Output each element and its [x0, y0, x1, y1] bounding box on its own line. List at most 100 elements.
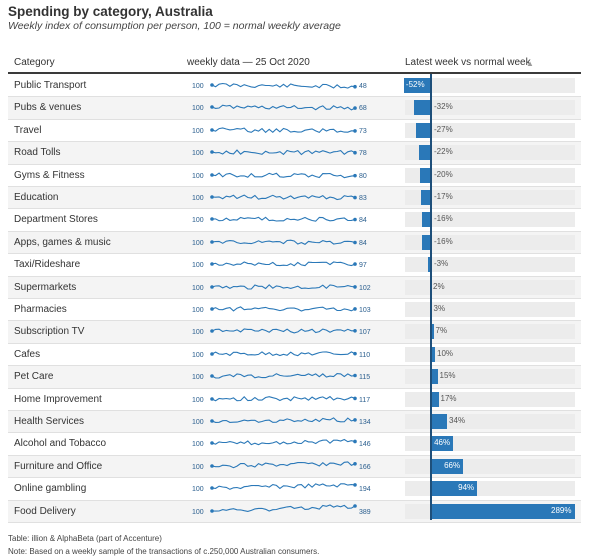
sparkline-start-label: 100	[192, 464, 204, 471]
category-label: Pubs & venues	[14, 102, 82, 114]
table-row[interactable]: Cafes 100 110 10%	[8, 344, 581, 367]
sparkline: 100 78	[192, 149, 367, 157]
sparkline: 100 134	[192, 417, 371, 426]
sparkline-series	[211, 351, 356, 357]
change-bar	[430, 391, 439, 407]
column-header-sparkline[interactable]: weekly data — 25 Oct 2020	[187, 57, 310, 68]
sparkline-start-label: 100	[192, 329, 204, 336]
sparkline-start-label: 100	[192, 150, 204, 157]
sparkline-start-label: 100	[192, 397, 204, 404]
zero-baseline	[430, 74, 432, 520]
sparkline-end-label: 103	[359, 307, 371, 314]
sparkline-series	[211, 127, 356, 133]
sparkline-start-label: 100	[192, 352, 204, 359]
column-header-category[interactable]: Category	[14, 57, 55, 68]
change-bar	[421, 234, 430, 250]
header-divider	[8, 72, 581, 74]
bar-track: 289%	[405, 503, 575, 519]
sparkline-end-point	[353, 128, 357, 133]
sparkline-start-point	[210, 486, 214, 490]
sparkline-start-point	[210, 150, 214, 154]
table-row[interactable]: Department Stores 100 84 -16%	[8, 209, 581, 232]
category-label: Health Services	[14, 416, 85, 427]
change-label: 15%	[439, 371, 456, 381]
table-row[interactable]: Gyms & Fitness 100 80 -20%	[8, 165, 581, 187]
table-row[interactable]: Online gambling 100 194 94%	[8, 478, 581, 501]
sparkline-start-label: 100	[192, 128, 204, 135]
bar-track: 10%	[405, 346, 575, 362]
category-label: Pet Care	[14, 371, 54, 383]
table-row[interactable]: Pet Care 100 115 15%	[8, 366, 581, 389]
sparkline: 100 68	[192, 104, 367, 112]
category-label: Public Transport	[14, 80, 87, 91]
table-row[interactable]: Alcohol and Tobacco 100 146 46%	[8, 433, 581, 456]
table-row[interactable]: Subscription TV 100 107 7%	[8, 321, 581, 344]
sparkline-series	[211, 261, 356, 267]
sparkline-end-point	[353, 396, 357, 400]
sparkline-end-label: 80	[359, 173, 367, 180]
bar-track: -52%	[403, 78, 575, 93]
sparkline-start-point	[210, 508, 214, 513]
sparkline-end-point	[353, 440, 357, 444]
sparkline-end-label: 115	[359, 374, 370, 381]
table-row[interactable]: Road Tolls 100 78 -22%	[8, 142, 581, 165]
change-bar	[419, 167, 430, 183]
sparkline-series	[211, 461, 356, 469]
bar-track: 94%	[405, 481, 575, 497]
sparkline-start-point	[210, 396, 214, 401]
category-label: Education	[14, 192, 59, 203]
change-bar	[430, 369, 438, 385]
sparkline-end-point	[353, 106, 357, 111]
category-label: Home Improvement	[14, 393, 102, 405]
sparkline-end-point	[353, 307, 357, 311]
sparkline-start-point	[210, 374, 214, 378]
change-label: -3%	[434, 259, 449, 269]
sparkline-start-label: 100	[192, 486, 204, 493]
sparkline-end-point	[353, 373, 357, 378]
sparkline: 100 97	[192, 261, 367, 269]
sparkline-start-label: 100	[192, 173, 204, 180]
sparkline-start-point	[210, 329, 214, 334]
sparkline-start-point	[210, 127, 214, 132]
table-row[interactable]: Travel 100 73 -27%	[8, 120, 581, 143]
change-label: -16%	[434, 214, 453, 224]
table-row[interactable]: Supermarkets 100 102 2%	[8, 276, 581, 299]
sparkline-start-label: 100	[192, 262, 204, 269]
change-label: -16%	[434, 236, 453, 246]
sparkline-start-point	[210, 239, 214, 244]
category-label: Furniture and Office	[14, 460, 103, 472]
table-row[interactable]: Pubs & venues 100 68 -32%	[8, 97, 581, 120]
sparkline-end-point	[353, 351, 357, 356]
sparkline-end-point	[353, 173, 357, 178]
table-row[interactable]: Public Transport 100 48 -52%	[8, 75, 581, 98]
table-row[interactable]: Home Improvement 100 117 17%	[8, 389, 581, 411]
sparkline-series	[211, 283, 356, 290]
table-row[interactable]: Food Delivery 100 389 289%	[8, 500, 581, 523]
sparkline-start-point	[210, 419, 214, 423]
table-row[interactable]: Taxi/Rideshare 100 97 -3%	[8, 254, 581, 277]
sparkline-start-point	[210, 307, 214, 311]
sparkline: 100 115	[192, 373, 370, 381]
sparkline-end-label: 102	[359, 285, 371, 292]
column-header-bar[interactable]: Latest week vs normal week	[405, 57, 531, 68]
sparkline-start-point	[210, 195, 214, 199]
change-bar	[421, 190, 430, 205]
bar-track: -16%	[405, 212, 575, 228]
table-row[interactable]: Apps, games & music 100 84 -16%	[8, 231, 581, 255]
change-label: 94%	[458, 483, 475, 493]
sparkline-end-label: 83	[359, 195, 367, 202]
change-label: 34%	[449, 416, 466, 425]
sparkline-series	[211, 306, 356, 312]
change-label: 7%	[435, 326, 448, 336]
sparkline-end-point	[353, 151, 357, 155]
table-row[interactable]: Furniture and Office 100 166 66%	[8, 455, 581, 479]
table-row[interactable]: Pharmacies 100 103 3%	[8, 299, 581, 322]
table-row[interactable]: Education 100 83 -17%	[8, 187, 581, 210]
sparkline-end-label: 78	[359, 150, 367, 157]
change-label: -27%	[434, 124, 453, 134]
category-label: Travel	[14, 124, 42, 136]
triangle-up-icon[interactable]: ▲	[526, 59, 534, 68]
sparkline-start-label: 100	[192, 307, 204, 314]
change-label: -22%	[434, 147, 453, 157]
table-row[interactable]: Health Services 100 134 34%	[8, 411, 581, 434]
